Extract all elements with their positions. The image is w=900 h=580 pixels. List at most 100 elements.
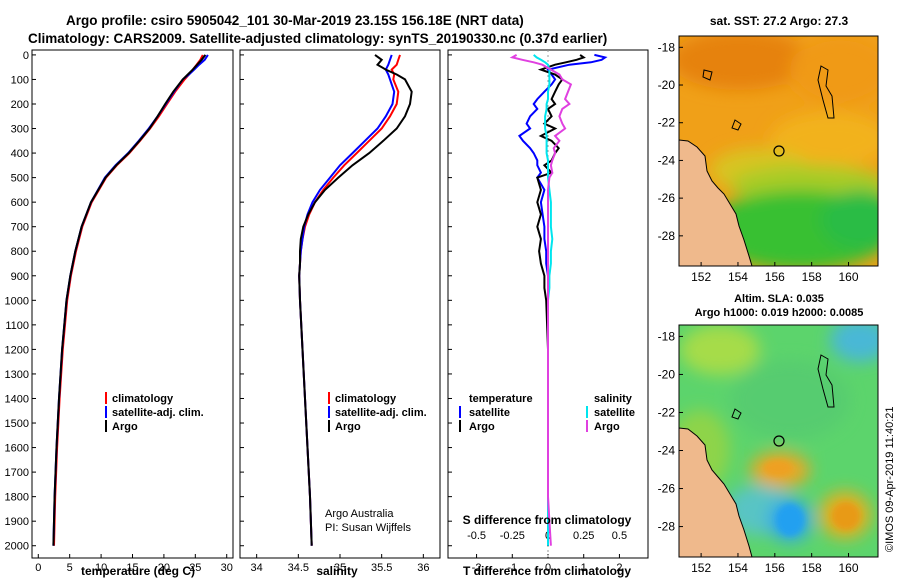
- x-tick-label: 34: [251, 562, 263, 574]
- temp-series-argo: [52, 54, 207, 546]
- diff-series-salinity-argo: [509, 54, 573, 546]
- salinity-panel-frame: [239, 49, 441, 559]
- depth-tick-label: 800: [11, 246, 29, 258]
- x-tick-label: 1: [581, 562, 587, 574]
- temperature-axis-label: temperature (deg C): [81, 564, 195, 578]
- salinity-axis-label: salinity: [316, 564, 358, 578]
- figure-title-line2: Climatology: CARS2009. Satellite-adjuste…: [28, 31, 607, 46]
- map-lon-label: 156: [765, 270, 785, 284]
- sal-series-climatology: [298, 54, 401, 546]
- x-tick-label: -2: [472, 562, 482, 574]
- map-lat-label: -28: [658, 229, 676, 243]
- depth-tick-label: 1800: [5, 492, 29, 504]
- depth-tick-label: 1300: [5, 369, 29, 381]
- sla-map-title-2: Argo h1000: 0.019 h2000: 0.0085: [695, 307, 864, 319]
- map-lon-label: 158: [802, 270, 822, 284]
- temperature-panel-frame: [31, 49, 234, 559]
- depth-tick-label: 700: [11, 222, 29, 234]
- legend-s-satellite: satellite: [594, 407, 635, 419]
- sla-map-frame: [678, 324, 879, 558]
- x-tick-label: 0: [545, 562, 551, 574]
- sal-series-satellite-adj-clim-: [298, 54, 396, 546]
- imos-stamp: ©IMOS 09-Apr-2019 11:40:21: [884, 407, 896, 552]
- map-lon-label: 152: [691, 561, 711, 575]
- legend-t-satellite: satellite: [469, 407, 510, 419]
- depth-tick-label: 900: [11, 271, 29, 283]
- profile-location-marker: [773, 435, 785, 447]
- legend-climatology: climatology: [112, 393, 174, 405]
- depth-tick-label: 1400: [5, 393, 29, 405]
- temp-series-satellite-adj-clim-: [52, 54, 209, 546]
- t-difference-axis-label: T difference from climatology: [463, 564, 631, 578]
- legend-argo: Argo: [112, 421, 138, 433]
- depth-axis: 0 100 200 300 400 500 600 700 800 900 1000 1100 1200…: [5, 50, 452, 553]
- x-tick-label: 10: [95, 562, 107, 574]
- map-lat-label: -22: [658, 405, 676, 419]
- s-diff-tick-label: -0.25: [500, 530, 525, 542]
- x-tick-label: 25: [189, 562, 201, 574]
- map-lon-label: 156: [765, 561, 785, 575]
- map-lon-label: 160: [839, 561, 859, 575]
- legend-climatology: climatology: [335, 393, 397, 405]
- credit-pi: PI: Susan Wijffels: [325, 522, 411, 534]
- map-lat-label: -26: [658, 191, 676, 205]
- sla-map-title-1: Altim. SLA: 0.035: [734, 293, 824, 305]
- x-tick-label: 20: [158, 562, 170, 574]
- sla-map-image: [679, 325, 878, 557]
- depth-tick-label: 500: [11, 173, 29, 185]
- credit-org: Argo Australia: [325, 508, 394, 520]
- map-lat-label: -24: [658, 153, 676, 167]
- sst-map-axes: 152 154 156 158 160 -18 -20 -22 -24 -26 -28: [658, 40, 859, 284]
- figure-title-line1: Argo profile: csiro 5905042_101 30-Mar-2…: [66, 13, 524, 28]
- depth-tick-label: 0: [23, 50, 29, 62]
- depth-tick-label: 100: [11, 74, 29, 86]
- depth-tick-label: 1100: [5, 320, 29, 332]
- map-lat-label: -18: [658, 40, 676, 54]
- diff-series-temperature-satellite: [517, 53, 608, 546]
- sst-map-frame: [678, 35, 879, 267]
- legend-salinity-title: salinity: [594, 393, 633, 405]
- depth-tick-label: 1600: [5, 443, 29, 455]
- sal-series-argo: [298, 54, 413, 546]
- profile-location-marker: [773, 145, 785, 157]
- s-diff-tick-label: 0.25: [573, 530, 594, 542]
- salinity-plot: 34 34.5 35 35.5 36: [251, 54, 429, 574]
- x-tick-label: 15: [126, 562, 138, 574]
- legend-temperature-title: temperature: [469, 393, 533, 405]
- x-tick-label: 5: [67, 562, 73, 574]
- map-lat-label: -20: [658, 367, 676, 381]
- x-tick-label: 2: [616, 562, 622, 574]
- sst-map-image: [679, 36, 878, 266]
- x-tick-label: 0: [35, 562, 41, 574]
- map-lon-label: 160: [839, 270, 859, 284]
- temperature-legend: climatology satellite-adj. clim. Argo: [105, 392, 204, 433]
- depth-tick-label: 600: [11, 197, 29, 209]
- legend-satellite-adj: satellite-adj. clim.: [335, 407, 427, 419]
- s-diff-tick-label: -0.5: [467, 530, 486, 542]
- legend-s-argo: Argo: [594, 421, 620, 433]
- map-lon-label: 158: [802, 561, 822, 575]
- legend-t-argo: Argo: [469, 421, 495, 433]
- depth-tick-label: 1000: [5, 295, 29, 307]
- sst-map-title: sat. SST: 27.2 Argo: 27.3: [710, 14, 849, 28]
- map-lat-label: -22: [658, 116, 676, 130]
- x-tick-label: 36: [417, 562, 429, 574]
- depth-tick-label: 1200: [5, 344, 29, 356]
- map-lat-label: -24: [658, 444, 676, 458]
- salinity-legend: climatology satellite-adj. clim. Argo: [328, 392, 427, 433]
- temp-series-climatology: [53, 54, 204, 546]
- x-tick-label: -1: [507, 562, 517, 574]
- depth-tick-label: 200: [11, 99, 29, 111]
- depth-tick-label: 300: [11, 124, 29, 136]
- difference-legend: temperature satellite Argo salinity sate…: [459, 393, 635, 433]
- depth-tick-label: 2000: [5, 541, 29, 553]
- depth-tick-label: 1700: [5, 467, 29, 479]
- x-tick-label: 35: [334, 562, 346, 574]
- map-lat-label: -26: [658, 482, 676, 496]
- x-tick-label: 35.5: [371, 562, 392, 574]
- x-tick-label: 30: [221, 562, 233, 574]
- map-lon-label: 154: [728, 561, 748, 575]
- map-lat-label: -18: [658, 329, 676, 343]
- map-lat-label: -20: [658, 78, 676, 92]
